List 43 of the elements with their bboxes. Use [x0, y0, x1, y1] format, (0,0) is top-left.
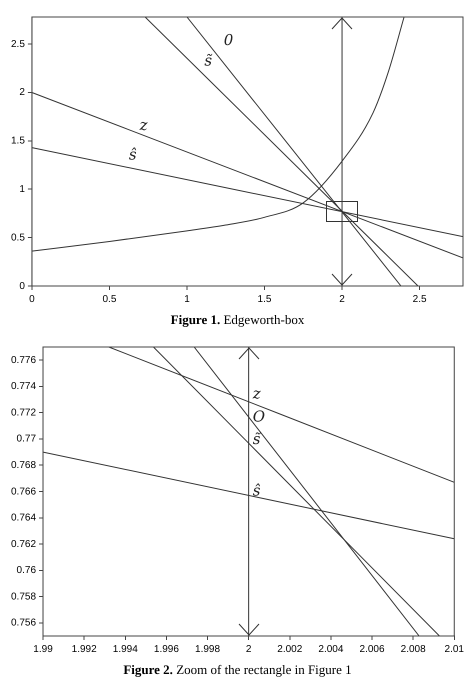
text: Figure 2. Zoom of the rectangle in Figure 1	[122, 662, 353, 678]
y-tick-label: 0.762	[10, 538, 36, 550]
y-tick-label: 0.764	[10, 512, 36, 524]
annotation: ŝ	[252, 481, 261, 500]
x-tick-label: 0.5	[102, 294, 117, 305]
y-tick-label: 0.776	[10, 354, 36, 366]
y-tick-label: 1	[19, 184, 26, 195]
text: Figure 1. Edgeworth-box	[170, 312, 306, 328]
x-tick-label: 1.994	[112, 644, 138, 655]
x-tick-label: 2	[246, 644, 252, 655]
annotation: O	[252, 408, 266, 426]
annotation: z	[138, 116, 148, 134]
x-tick-label: 2	[339, 294, 346, 305]
x-tick-label: 1.992	[72, 644, 98, 655]
annotation: 0	[224, 31, 234, 50]
y-tick-label: 0.774	[10, 381, 36, 392]
x-tick-label: 1.99	[33, 644, 54, 655]
y-tick-label: 1.5	[10, 136, 26, 147]
y-tick-label: 0	[19, 280, 26, 292]
y-tick-label: 0.758	[10, 591, 36, 602]
y-tick-label: 2.5	[10, 38, 26, 50]
x-tick-label: 2.002	[277, 644, 303, 655]
x-tick-label: 2.01	[444, 644, 464, 655]
y-tick-label: 2	[19, 87, 26, 98]
x-tick-label: 1.5	[258, 294, 272, 305]
x-tick-label: 1	[184, 294, 190, 305]
y-tick-label: 0.76	[16, 565, 36, 576]
x-tick-label: 2.004	[318, 644, 344, 655]
y-tick-label: 0.766	[10, 486, 36, 498]
x-tick-label: 2.006	[360, 644, 385, 655]
y-tick-label: 0.5	[10, 232, 26, 244]
x-tick-label: 1.998	[195, 644, 220, 655]
annotation: z	[252, 384, 261, 403]
x-tick-label: 2.008	[400, 644, 426, 655]
annotation: s̃	[204, 51, 213, 70]
y-tick-label: 0.772	[10, 407, 36, 418]
y-tick-label: 0.768	[10, 460, 36, 471]
annotation: ŝ	[128, 145, 137, 164]
y-tick-label: 0.756	[10, 618, 36, 629]
x-tick-label: 1.996	[154, 644, 180, 655]
x-tick-label: 2.5	[412, 294, 427, 305]
y-tick-label: 0.77	[16, 434, 36, 445]
annotation: s̃	[252, 430, 262, 448]
